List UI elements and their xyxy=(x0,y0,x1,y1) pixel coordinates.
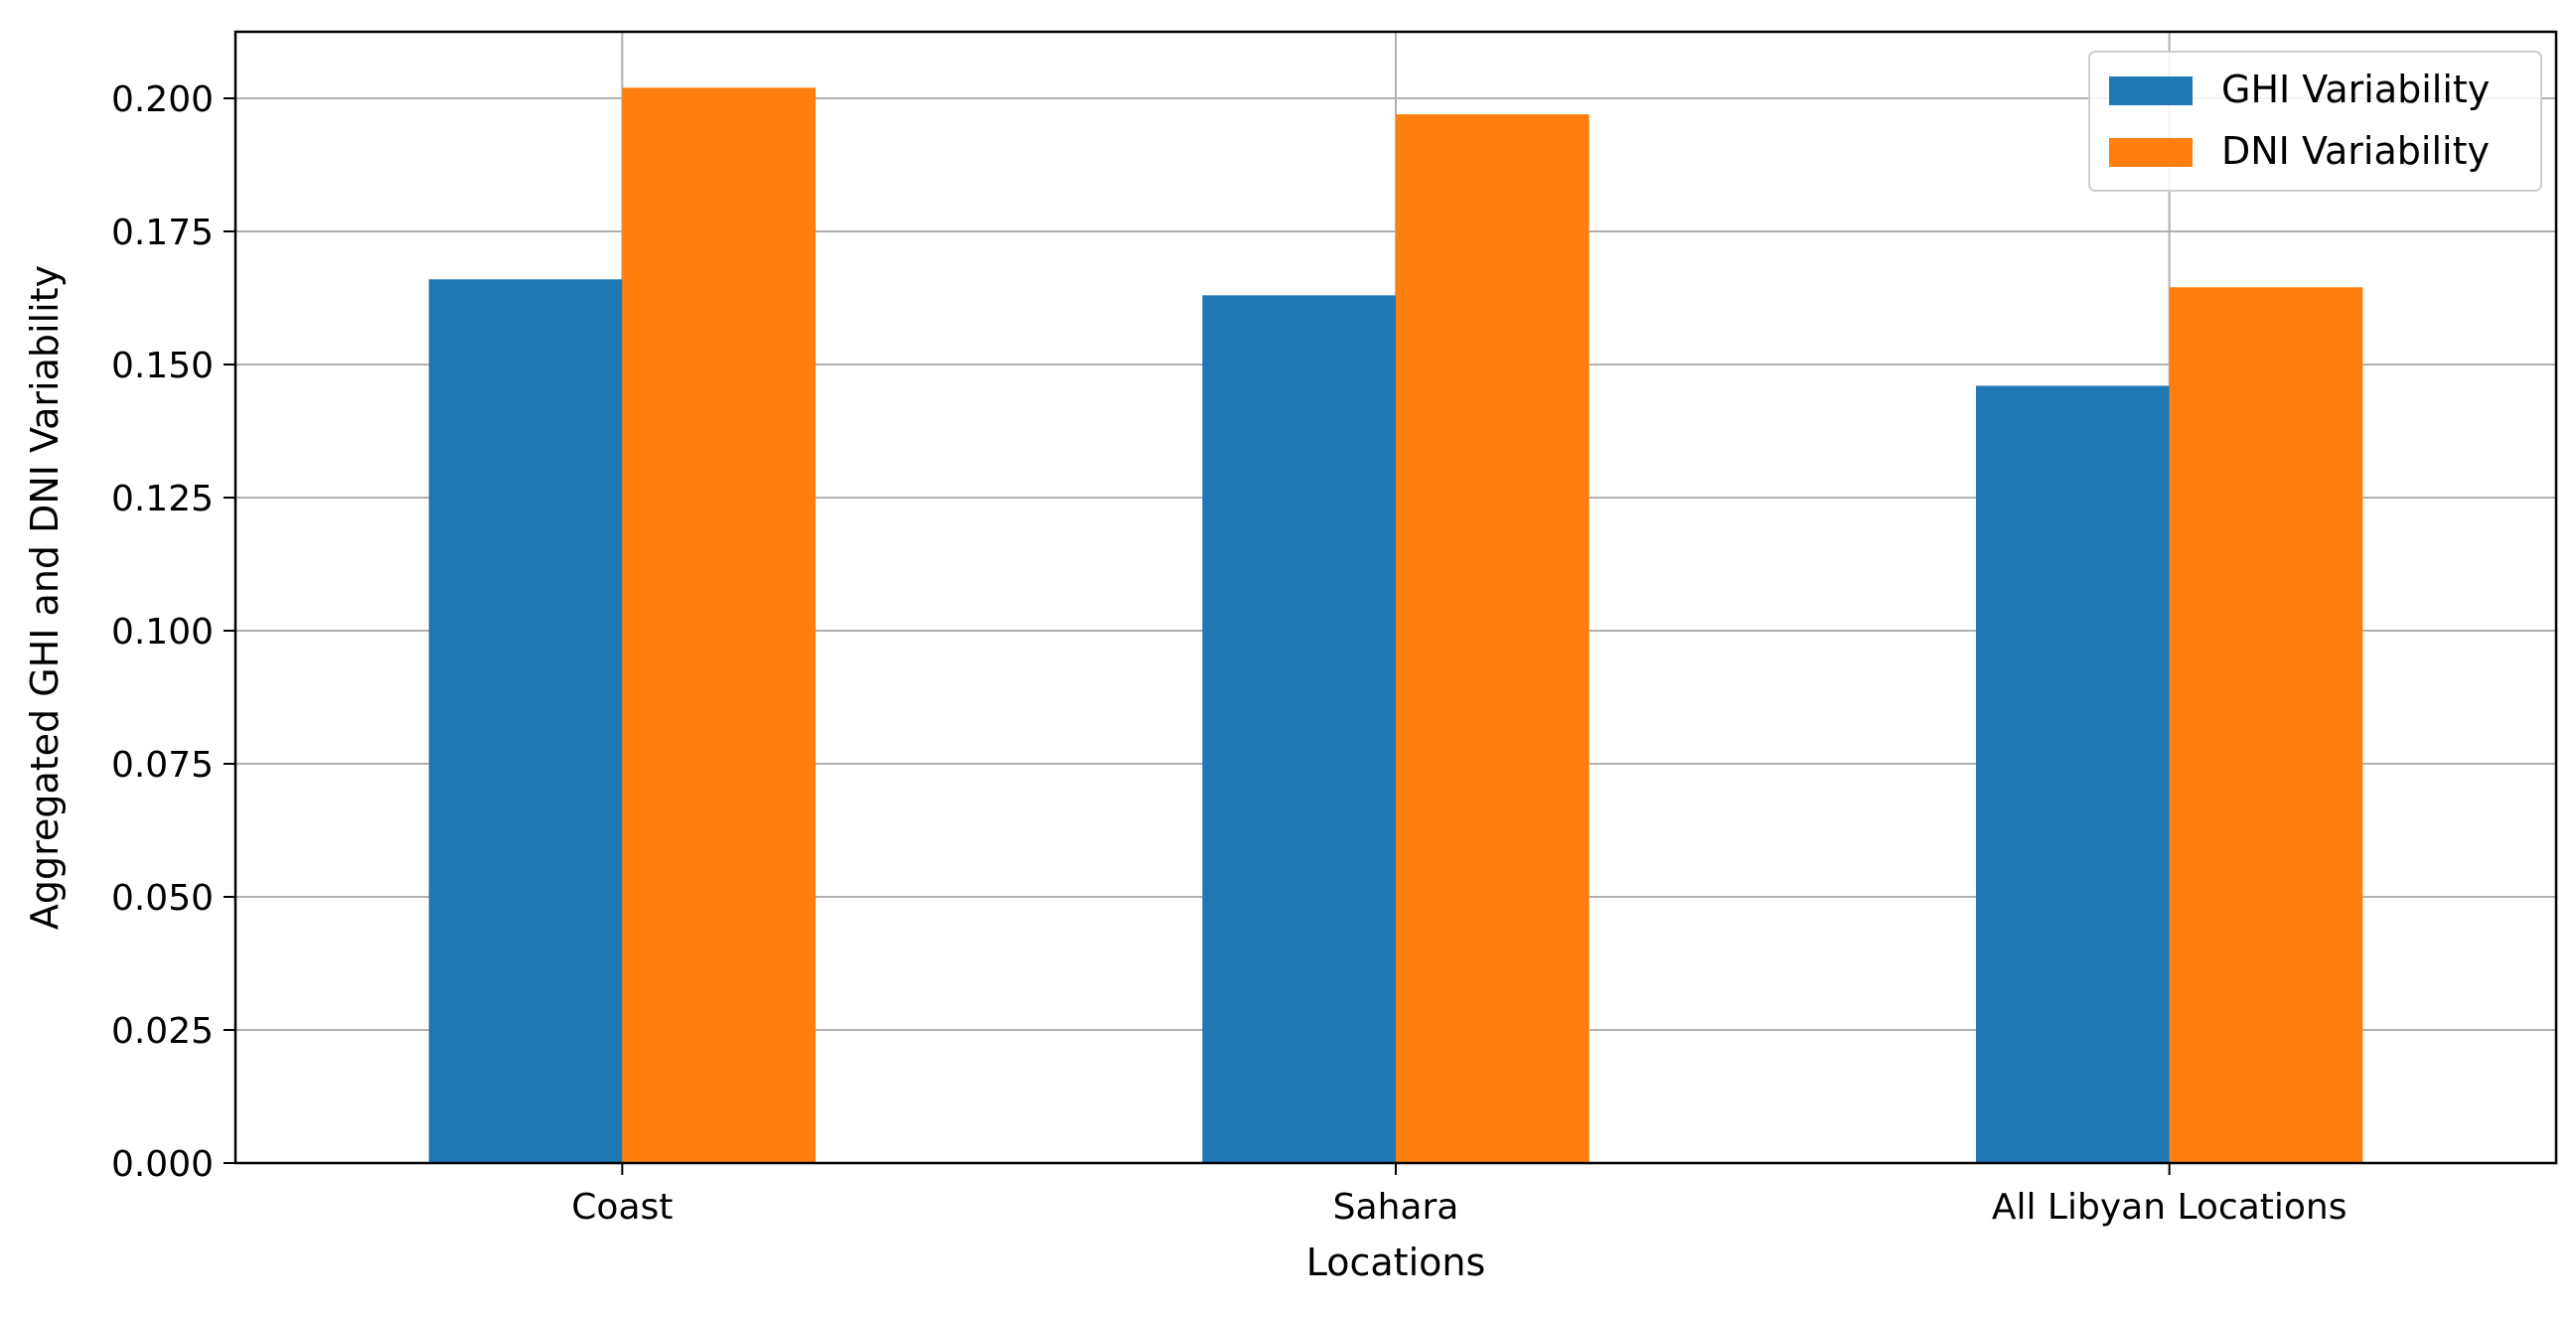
x-tick-label: All Libyan Locations xyxy=(1992,1187,2348,1228)
x-tick-label: Sahara xyxy=(1333,1187,1459,1228)
legend-label-dni: DNI Variability xyxy=(2221,129,2490,173)
y-tick-label: 0.075 xyxy=(111,745,214,786)
bar-ghi-0 xyxy=(428,279,623,1163)
bar-ghi-2 xyxy=(1976,385,2170,1163)
y-tick-label: 0.000 xyxy=(111,1144,214,1185)
legend-swatch-dni xyxy=(2109,138,2193,167)
y-tick-label: 0.125 xyxy=(111,479,214,519)
axis-ticks: 0.000 0.025 0.050 0.075 0.100 0.125 0.150 0.175… xyxy=(111,79,2348,1228)
bar-ghi-1 xyxy=(1202,295,1396,1163)
y-tick-label: 0.100 xyxy=(111,612,214,653)
bar-dni-0 xyxy=(622,87,816,1163)
y-tick-label: 0.175 xyxy=(111,213,214,253)
y-tick-label: 0.050 xyxy=(111,878,214,919)
legend-box xyxy=(2088,51,2542,192)
x-axis-label: Locations xyxy=(1306,1241,1486,1284)
y-tick-label: 0.025 xyxy=(111,1011,214,1052)
legend-swatch-ghi xyxy=(2109,76,2193,105)
legend: GHI Variability DNI Variability xyxy=(2088,51,2542,192)
legend-label-ghi: GHI Variability xyxy=(2221,68,2490,111)
y-tick-label: 0.150 xyxy=(111,346,214,386)
x-tick-label: Coast xyxy=(571,1187,673,1228)
bar-dni-2 xyxy=(2169,287,2363,1163)
bars xyxy=(428,87,2363,1164)
bar-dni-1 xyxy=(1396,114,1590,1164)
y-tick-label: 0.200 xyxy=(111,79,214,120)
y-axis-label: Aggregated GHI and DNI Variability xyxy=(23,265,67,930)
